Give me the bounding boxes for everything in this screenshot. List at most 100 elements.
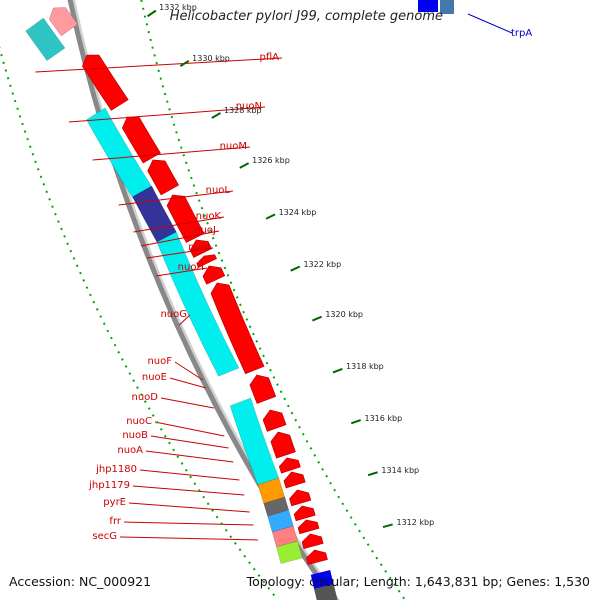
scale-tick-label: 1332 kbp [159,3,197,13]
label-leader [150,435,229,449]
gene-label: pflA [259,52,280,63]
scale-tick [265,213,276,220]
gene-block [25,17,66,61]
genome-backbone [67,0,338,600]
gene-block [86,107,155,202]
label-leader [133,216,225,233]
scale-tick-label: 1316 kbp [364,413,403,423]
label-leader [145,450,234,463]
gene-arrow [289,489,312,507]
scale-tick-label: 1324 kbp [278,207,317,217]
gene-label: pyrE [103,497,126,508]
gene-label: nuoD [131,392,159,403]
genome-summary-text: Topology: circular; Length: 1,643,831 bp… [246,574,590,589]
scale-tick [367,471,378,477]
label-leader [154,421,225,437]
label-leader [140,230,220,247]
accession-text: Accession: NC_000921 [9,574,152,589]
gene-label: nuoL [205,185,230,196]
gene-label: nuoG [160,309,187,320]
gene-arrow [306,549,328,565]
gene-arrow [202,265,226,285]
gene-arrow [249,374,277,404]
inner-strand-features [25,0,454,600]
scale-tick-label: 1322 kbp [303,259,342,269]
gene-arrow [270,431,296,459]
scale-ticks [0,0,406,600]
label-leader [128,502,250,513]
label-leader [178,314,191,326]
label-leader-lines [35,13,513,541]
map-title: Helicobacter pylori J99, complete genome [169,9,443,24]
label-leader [92,146,251,161]
gene-arrow-faded [49,7,78,37]
gene-arrow [301,533,324,549]
gene-label: nuoA [117,445,143,456]
scale-tick-label: 1312 kbp [396,518,435,528]
scale-tick-label: 1330 kbp [192,53,230,63]
gene-block [263,496,290,517]
gene-track-dots [0,45,279,600]
gene-arrow [283,471,306,489]
gene-label: jhp1180 [96,464,137,475]
gene-arrow [147,159,180,196]
scale-tick-label: 1318 kbp [346,362,384,372]
scale-tick-label: 1326 kbp [252,156,290,166]
gene-label: nuoF [147,356,172,367]
gene-label: nuoC [126,416,152,427]
gene-arrow [262,409,287,432]
scale-tick [239,162,250,169]
gene-block [314,584,338,600]
gene-label: jhp1179 [89,480,130,491]
gene-arrow [210,282,265,375]
scale-tick [382,523,393,529]
scale-tick [290,265,301,272]
gene-label: frr [109,516,121,527]
label-leader [139,469,240,481]
label-leader [169,377,207,389]
gene-arrow [189,239,213,258]
gene-label: nuoE [141,372,167,383]
gene-arrow [278,457,301,474]
gene-block [156,231,240,377]
gene-arrow [196,254,217,268]
gene-label: nuoJ [194,225,216,236]
label-leader [467,13,513,34]
gene-block [440,0,454,14]
scale-track-dots [140,0,406,600]
label-leader [68,106,266,123]
label-leader [35,57,283,73]
gene-label-trpA: trpA [511,28,533,39]
backbone-layer [67,0,340,600]
gene-block [276,540,303,564]
scale-tick [332,367,343,374]
scale-tick-label: 1320 kbp [325,310,364,320]
label-leader [132,485,245,496]
gene-arrow [297,519,320,535]
gene-label: nuoK [195,211,221,222]
scale-tick [179,59,190,67]
gene-label: nuoI [188,242,210,253]
gene-label: secG [92,531,117,542]
scale-tick [147,9,157,18]
label-leader [174,361,204,381]
scale-tick [312,315,323,322]
outer-strand-features [49,7,328,565]
gene-block [267,509,294,533]
label-leader [123,521,254,526]
gene-label: nuoB [122,430,148,441]
label-leader [146,247,214,259]
label-leader [160,397,214,409]
gene-label: nuoM [219,141,247,152]
gene-arrow [293,505,316,522]
gene-label: nuoN [235,101,262,112]
label-leader [119,536,258,541]
gene-arrow [166,194,205,243]
scale-tick-label: 1328 kbp [223,105,262,115]
label-leader [118,190,234,206]
scale-tick [211,112,221,119]
label-leader [155,267,208,277]
scale-tick [350,419,362,425]
scale-tick-label: 1314 kbp [381,466,420,476]
